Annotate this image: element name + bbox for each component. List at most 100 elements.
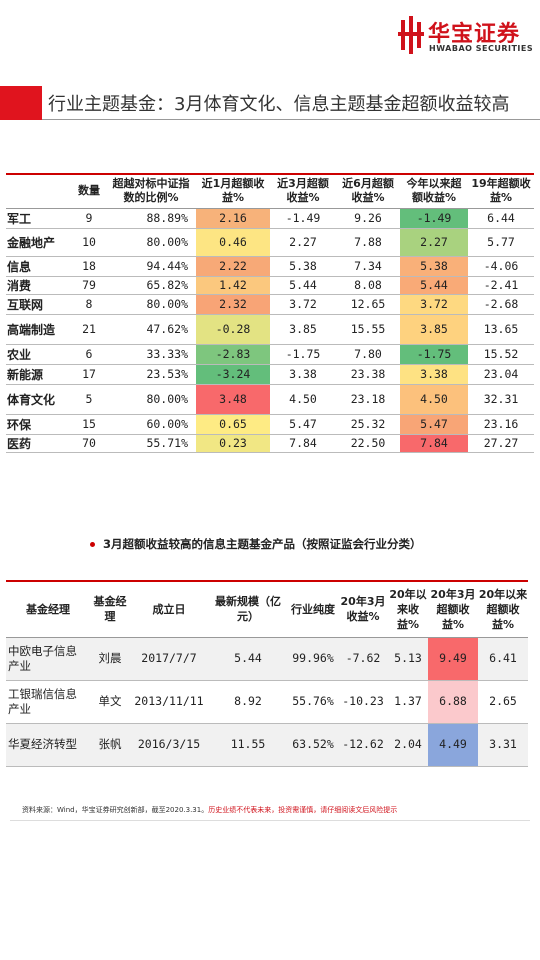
table-row: 医药 70 55.71% 0.23 7.84 22.50 7.84 27.27 [6,434,534,453]
cell-count: 17 [72,364,106,385]
title-underline [42,119,540,120]
cell-ytd: 7.84 [400,434,468,453]
table-row: 金融地产 10 80.00% 0.46 2.27 7.88 2.27 5.77 [6,228,534,257]
cell-y19: -2.68 [468,294,534,315]
cell-name: 军工 [6,208,72,229]
cell-name: 高端制造 [6,314,72,345]
cell-m3: 5.38 [270,256,336,277]
cell-name: 工银瑞信信息产业 [6,680,90,724]
cell-ytd: 5.44 [400,276,468,295]
footer-risk: 历史业绩不代表未来，投资需谨慎，请仔细阅读文后风险提示 [208,806,398,814]
section-title: 3月超额收益较高的信息主题基金产品（按照证监会行业分类） [103,537,422,551]
cell-name: 环保 [6,414,72,435]
brand-logo: 华宝证券 HWABAO SECURITIES [398,14,538,58]
cell-count: 5 [72,384,106,415]
cell-ratio: 23.53% [106,364,196,385]
cell-count: 79 [72,276,106,295]
cell-name: 农业 [6,344,72,365]
table1-header-cell: 近6月超额收益% [336,173,400,209]
footer-note: 资料来源：Wind，华宝证券研究创新部，截至2020.3.31。历史业绩不代表未… [22,805,397,815]
cell-size: 8.92 [208,680,288,724]
footer-divider [10,820,530,821]
sector-fund-table: 数量 超越对标中证指数的比例% 近1月超额收益% 近3月超额收益% 近6月超额收益% 今年… [6,173,534,453]
table2-header-cell: 20年3月收益% [338,580,388,638]
cell-ytd: 5.38 [400,256,468,277]
section-heading: 3月超额收益较高的信息主题基金产品（按照证监会行业分类） [90,536,422,552]
table2-header-cell: 20年3月超额收益% [428,580,478,638]
cell-m6: 15.55 [336,314,400,345]
cell-ratio: 65.82% [106,276,196,295]
footer-source: 资料来源：Wind，华宝证券研究创新部，截至2020.3.31。 [22,806,209,814]
cell-count: 9 [72,208,106,229]
cell-y19: 32.31 [468,384,534,415]
cell-y19: 6.44 [468,208,534,229]
cell-m3: 4.50 [270,384,336,415]
cell-ytd: 5.47 [400,414,468,435]
cell-ratio: 94.44% [106,256,196,277]
cell-m1: -2.83 [196,344,270,365]
table1-header-cell: 近3月超额收益% [270,173,336,209]
cell-count: 18 [72,256,106,277]
cell-m6: 25.32 [336,414,400,435]
cell-ratio: 88.89% [106,208,196,229]
cell-ratio: 60.00% [106,414,196,435]
table2-header-cell: 20年以来超额收益% [478,580,528,638]
cell-ytd: 1.37 [388,680,428,724]
table-row: 互联网 8 80.00% 2.32 3.72 12.65 3.72 -2.68 [6,294,534,315]
cell-m6: 7.80 [336,344,400,365]
cell-count: 8 [72,294,106,315]
cell-name: 体育文化 [6,384,72,415]
cell-date: 2017/7/7 [130,637,208,681]
cell-m6: 23.38 [336,364,400,385]
cell-mgr: 单文 [90,680,130,724]
cell-ytd: 4.50 [400,384,468,415]
page-title: 行业主题基金：3月体育文化、信息主题基金超额收益较高 [48,94,510,115]
cell-m3: 5.47 [270,414,336,435]
table1-header-cell: 19年超额收益% [468,173,534,209]
cell-y19: 23.16 [468,414,534,435]
cell-m1: 0.46 [196,228,270,257]
table-row: 农业 6 33.33% -2.83 -1.75 7.80 -1.75 15.52 [6,344,534,365]
table-row: 华夏经济转型 张帆 2016/3/15 11.55 63.52% -12.62 2.04 4.… [6,723,528,767]
cell-mgr: 刘晨 [90,637,130,681]
cell-ytd: -1.49 [400,208,468,229]
cell-m3: -1.49 [270,208,336,229]
cell-size: 11.55 [208,723,288,767]
table2-header-cell: 20年以来收益% [388,580,428,638]
table-row: 体育文化 5 80.00% 3.48 4.50 23.18 4.50 32.31 [6,384,534,415]
cell-ex3: 4.49 [428,723,478,767]
table2-header-cell: 成立日 [130,580,208,638]
table-row: 高端制造 21 47.62% -0.28 3.85 15.55 3.85 13.65 [6,314,534,345]
table1-header-cell: 超越对标中证指数的比例% [106,173,196,209]
table1-header-cell: 近1月超额收益% [196,173,270,209]
cell-ytd: 2.27 [400,228,468,257]
cell-date: 2016/3/15 [130,723,208,767]
logo-mark-icon [398,16,424,54]
cell-count: 70 [72,434,106,453]
cell-m1: 0.65 [196,414,270,435]
brand-name-cn: 华宝证券 [428,22,521,47]
cell-name: 新能源 [6,364,72,385]
cell-name: 华夏经济转型 [6,723,90,767]
cell-exytd: 6.41 [478,637,528,681]
table1-header-cell: 数量 [72,173,106,209]
cell-m6: 9.26 [336,208,400,229]
title-bar: 行业主题基金：3月体育文化、信息主题基金超额收益较高 [0,86,540,120]
cell-name: 信息 [6,256,72,277]
table2-header-cell: 基金经理 [6,580,90,638]
cell-m3: 2.27 [270,228,336,257]
cell-m1: -0.28 [196,314,270,345]
cell-m1: 2.32 [196,294,270,315]
bullet-dot-icon [90,542,95,547]
table-row: 军工 9 88.89% 2.16 -1.49 9.26 -1.49 6.44 [6,208,534,229]
cell-purity: 99.96% [288,637,338,681]
cell-m3: -10.23 [338,680,388,724]
cell-m3: 3.38 [270,364,336,385]
table-row: 消费 79 65.82% 1.42 5.44 8.08 5.44 -2.41 [6,276,534,295]
cell-m6: 7.88 [336,228,400,257]
table-row: 环保 15 60.00% 0.65 5.47 25.32 5.47 23.16 [6,414,534,435]
cell-m3: 7.84 [270,434,336,453]
cell-name: 金融地产 [6,228,72,257]
cell-mgr: 张帆 [90,723,130,767]
cell-ex3: 9.49 [428,637,478,681]
